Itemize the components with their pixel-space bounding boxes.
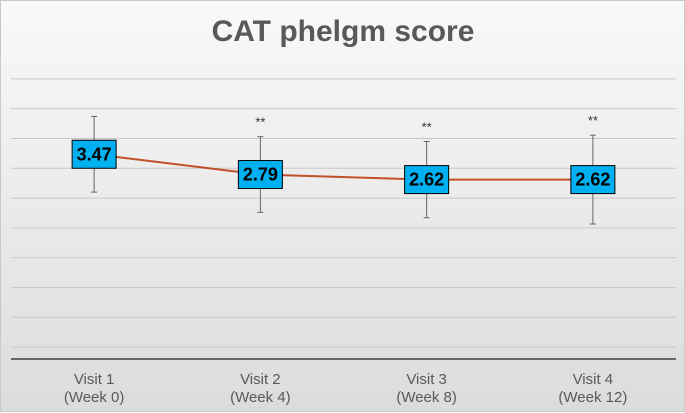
x-tick-label: Visit 2 (Week 4) [230, 371, 291, 406]
data-label: 2.62 [575, 170, 610, 190]
series-line [94, 153, 593, 181]
significance-annotations: ** ** ** [255, 113, 598, 134]
significance-marker: ** [255, 115, 265, 130]
x-tick-label: Visit 3 (Week 8) [396, 371, 457, 406]
chart-title: CAT phelgm score [212, 15, 475, 48]
x-tick-label-line: Visit 2 [240, 371, 281, 388]
data-label: 2.79 [243, 165, 278, 185]
x-tick-label: Visit 4 (Week 12) [558, 371, 627, 406]
significance-marker: ** [422, 119, 432, 134]
data-label-box [71, 139, 117, 169]
series-polyline [94, 153, 593, 181]
x-axis: Visit 1 (Week 0)Visit 2 (Week 4)Visit 3 (We… [11, 358, 676, 406]
x-tick-label: Visit 1 (Week 0) [64, 371, 125, 406]
data-label-box [237, 160, 283, 190]
x-tick-label-line: Visit 4 [573, 371, 614, 388]
data-label: 2.62 [409, 170, 444, 190]
significance-marker: ** [588, 113, 598, 128]
data-label-box [570, 165, 616, 195]
data-labels: 3.47 2.79 2.62 2.62 [71, 139, 616, 195]
gridlines [11, 78, 676, 348]
x-tick-label-line: (Week 8) [396, 389, 457, 406]
x-tick-label-line: (Week 0) [64, 389, 125, 406]
data-label-box [404, 165, 450, 195]
x-tick-label-line: (Week 12) [558, 389, 627, 406]
data-label: 3.47 [77, 144, 112, 164]
x-tick-label-line: Visit 3 [406, 371, 447, 388]
x-tick-label-line: (Week 4) [230, 389, 291, 406]
error-bars [91, 115, 596, 225]
x-tick-label-line: Visit 1 [74, 371, 115, 388]
